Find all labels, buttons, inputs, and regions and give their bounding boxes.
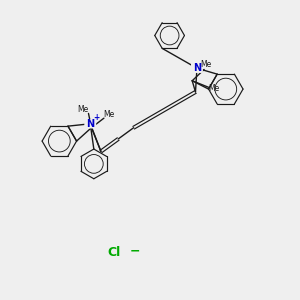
Text: N: N — [86, 119, 94, 129]
FancyBboxPatch shape — [84, 119, 96, 128]
Text: Me: Me — [104, 110, 115, 118]
Text: Cl: Cl — [108, 246, 121, 259]
Text: −: − — [130, 244, 140, 258]
FancyBboxPatch shape — [191, 63, 203, 73]
Text: +: + — [94, 113, 100, 122]
Text: Me: Me — [77, 105, 89, 114]
Text: Me: Me — [200, 61, 211, 70]
Text: Me: Me — [208, 84, 220, 93]
Text: N: N — [193, 63, 201, 73]
